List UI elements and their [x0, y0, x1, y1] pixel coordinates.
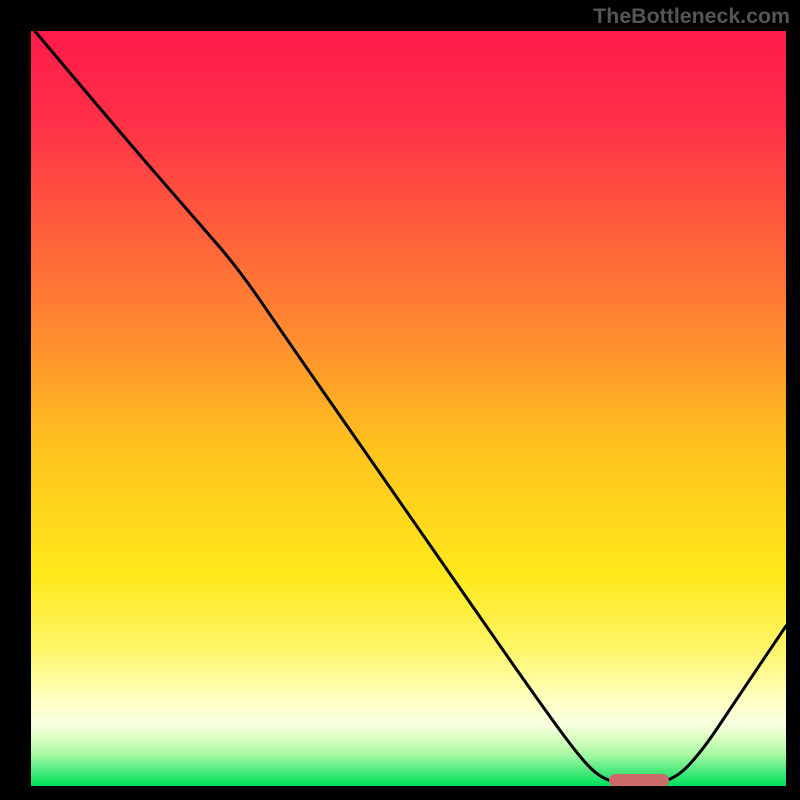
curve-path	[35, 31, 786, 784]
bottleneck-curve	[31, 31, 786, 786]
watermark-text: TheBottleneck.com	[593, 4, 790, 29]
chart-container: TheBottleneck.com	[0, 0, 800, 800]
optimal-range-marker	[609, 774, 669, 786]
plot-area	[31, 31, 786, 786]
